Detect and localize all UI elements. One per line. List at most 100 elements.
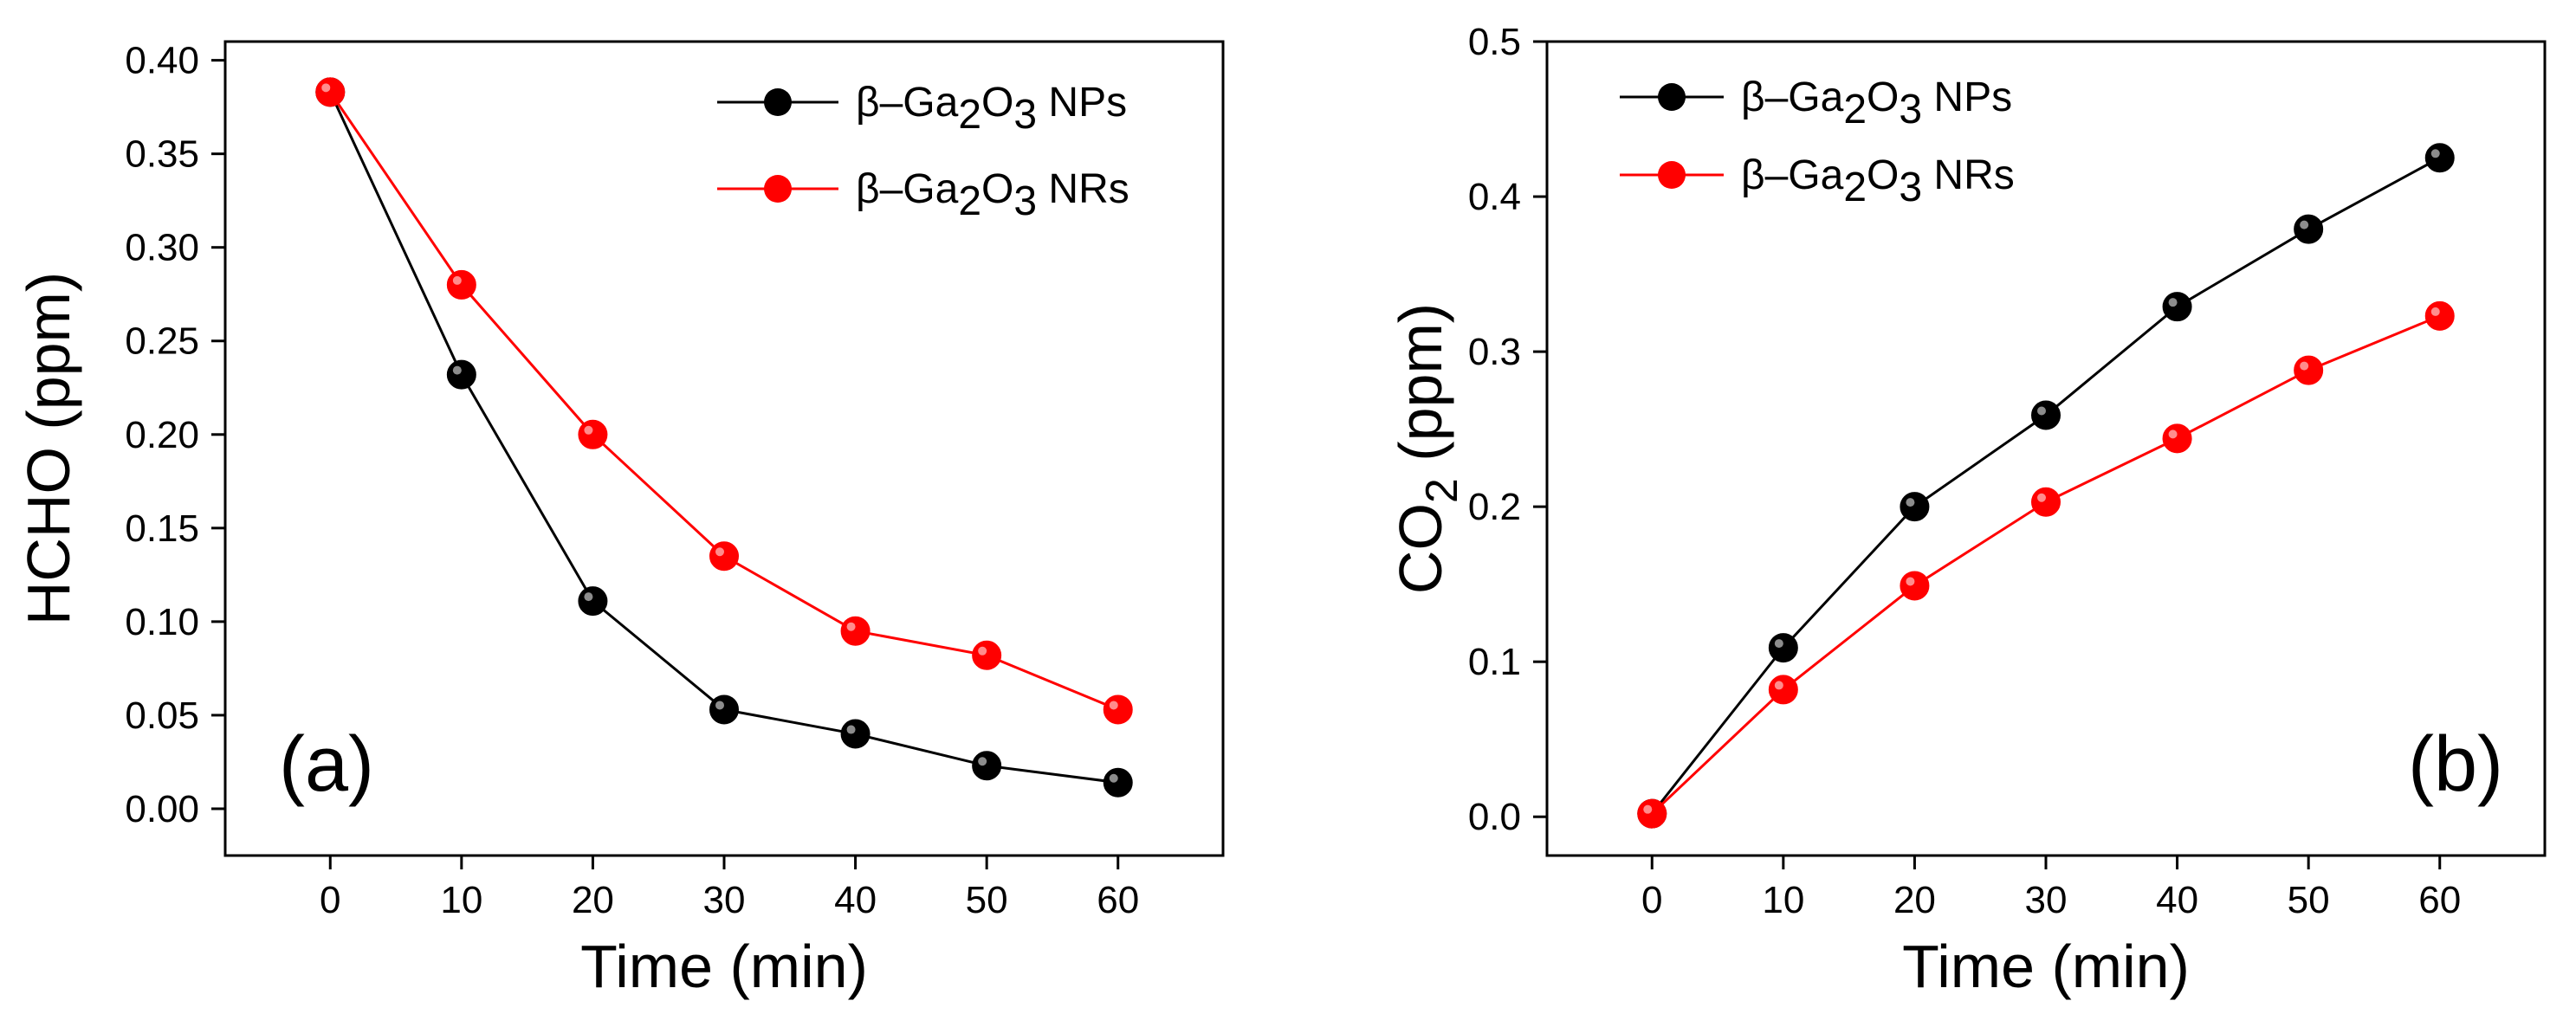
panel-a-nps-point — [578, 586, 608, 617]
legend-label-middle: O — [981, 166, 1013, 212]
panel-a-label: (a) — [279, 721, 374, 808]
panel-b-co2-chart: 0 10 20 30 40 50 60 0.0 0.1 0.2 0.3 0.4 0.5 β–Ga2O3 … — [1387, 21, 2547, 1000]
panel-b-x-axis-title: Time (min) — [1902, 933, 2190, 1000]
legend-label-subscript: 3 — [1899, 165, 1922, 210]
panel-b-nrs-point-highlight — [2168, 429, 2178, 439]
panel-b-label: (b) — [2408, 721, 2503, 808]
panel-b-y-axis-title-main: CO — [1387, 503, 1454, 594]
panel-a-nps-point-highlight — [978, 757, 987, 766]
panel-b-x-tick-label: 50 — [2288, 879, 2330, 921]
panel-a-hcho-chart: 0 10 20 30 40 50 60 0.00 0.05 0.10 0.15 0.20 0.25 0.3… — [15, 40, 1225, 1000]
panel-a-nrs-point — [972, 640, 1002, 670]
legend-label-subscript: 2 — [958, 92, 981, 138]
panel-b-nps-point-highlight — [2300, 220, 2309, 229]
panel-b-nps-point-highlight — [1906, 498, 1915, 507]
legend-label-subscript: 2 — [958, 178, 981, 224]
legend-label-prefix: β–Ga — [1741, 74, 1844, 120]
panel-a-y-tick-label: 0.20 — [125, 414, 199, 456]
panel-b-x-tick-label: 20 — [1893, 879, 1936, 921]
panel-a-nrs-point-highlight — [846, 622, 856, 631]
panel-b-y-tick-label: 0.1 — [1468, 641, 1521, 683]
legend-label-suffix: NRs — [1037, 166, 1129, 212]
panel-a-nps-point-highlight — [452, 365, 462, 375]
legend-label-suffix: NPs — [1037, 80, 1127, 126]
panel-a-y-tick-label: 0.40 — [125, 40, 199, 82]
panel-b-y-tick-label: 0.0 — [1468, 796, 1521, 838]
panel-b-nrs-point-highlight — [1906, 577, 1915, 586]
legend-label-middle: O — [981, 80, 1013, 126]
panel-a-nps-point-highlight — [846, 725, 856, 734]
panel-b-nps-point — [1768, 633, 1798, 663]
panel-b-legend-nps-marker — [1658, 83, 1686, 111]
panel-b-x-tick-label: 30 — [2025, 879, 2068, 921]
panel-b-nrs-point-highlight — [1643, 804, 1653, 814]
legend-label-middle: O — [1867, 74, 1899, 120]
panel-a-y-axis-title: HCHO (ppm) — [15, 272, 82, 625]
panel-a-y-tick-label: 0.15 — [125, 507, 199, 550]
panel-b-legend-nrs-label: β–Ga2O3 NRs — [1741, 152, 2015, 210]
panel-a-series — [315, 77, 1133, 798]
legend-label-middle: O — [1867, 152, 1899, 198]
panel-b-nps-point — [2162, 292, 2192, 322]
panel-a-x-tick-label: 60 — [1097, 879, 1139, 921]
panel-a-y-tick-label: 0.05 — [125, 694, 199, 737]
panel-b-nrs-series-line — [1651, 314, 2441, 815]
legend-label-subscript: 2 — [1843, 87, 1867, 132]
panel-a-nrs-point — [446, 269, 476, 300]
panel-b-legend-nrs-marker — [1658, 161, 1686, 189]
panel-a-y-tick-label: 0.35 — [125, 133, 199, 176]
panel-b-nrs-point — [2031, 487, 2061, 517]
panel-a-nps-point — [840, 719, 871, 749]
panel-b-y-axis-title-rest: (ppm) — [1387, 303, 1454, 478]
panel-a-nps-point — [709, 694, 739, 725]
panel-a-legend-nps-marker — [764, 88, 792, 116]
legend-label-subscript: 3 — [1899, 87, 1922, 132]
panel-a-nrs-point — [840, 616, 871, 646]
panel-a-y-tick-label: 0.10 — [125, 601, 199, 643]
panel-b-nrs-point — [2294, 355, 2324, 385]
panel-a-nrs-point-highlight — [584, 425, 593, 435]
panel-a-x-tick-label: 20 — [572, 879, 614, 921]
panel-b-y-axis-title: CO2 (ppm) — [1387, 303, 1467, 594]
panel-b-nrs-point — [2162, 423, 2192, 454]
panel-b-nrs-point — [1637, 798, 1667, 829]
panel-b-nrs-point — [2424, 300, 2455, 331]
legend-label-prefix: β–Ga — [856, 80, 959, 126]
panel-a-y-tick-label: 0.30 — [125, 227, 199, 269]
panel-b-y-tick-label: 0.5 — [1468, 21, 1521, 63]
panel-b-x-tick-label: 60 — [2418, 879, 2461, 921]
panel-a-nps-point-highlight — [715, 701, 724, 710]
legend-label-subscript: 2 — [1843, 165, 1867, 210]
panel-a-nrs-point — [315, 77, 346, 107]
panel-b-y-tick-label: 0.2 — [1468, 486, 1521, 528]
panel-a-nrs-point — [578, 419, 608, 449]
panel-b-series — [1637, 143, 2455, 829]
panel-a-x-tick-label: 40 — [834, 879, 877, 921]
panel-a-nps-point — [972, 751, 1002, 781]
panel-a-nrs-point-highlight — [715, 547, 724, 557]
panel-a-y-tick-label: 0.25 — [125, 320, 199, 363]
panel-b-nrs-point — [1768, 675, 1798, 705]
panel-b-y-tick-label: 0.3 — [1468, 331, 1521, 373]
legend-label-prefix: β–Ga — [856, 166, 959, 212]
legend-label-subscript: 3 — [1013, 178, 1037, 224]
panel-a-nrs-point-highlight — [452, 275, 462, 285]
panel-a-nps-point — [446, 359, 476, 390]
panel-b-ticks: 0 10 20 30 40 50 60 0.0 0.1 0.2 0.3 0.4 0.5 — [1468, 21, 2461, 921]
panel-b-nps-point-highlight — [2430, 149, 2440, 158]
panel-a-legend-nps-label: β–Ga2O3 NPs — [856, 80, 1127, 138]
panel-b-nps-point-highlight — [2168, 298, 2178, 307]
panel-a-legend-nrs-marker — [764, 175, 792, 203]
legend-label-prefix: β–Ga — [1741, 152, 1844, 198]
panel-a-ticks: 0 10 20 30 40 50 60 0.00 0.05 0.10 0.15 0.20 0.25 0.3… — [125, 40, 1139, 921]
legend-label-subscript: 3 — [1013, 92, 1037, 138]
panel-a-x-tick-label: 0 — [320, 879, 340, 921]
panel-b-nrs-point-highlight — [1774, 681, 1783, 690]
panel-a-y-tick-label: 0.00 — [125, 788, 199, 830]
panel-a-x-axis-title: Time (min) — [580, 933, 868, 1000]
panel-b-y-tick-label: 0.4 — [1468, 176, 1521, 218]
panel-b-nps-point-highlight — [1774, 639, 1783, 649]
panel-b-nps-series-line — [1651, 156, 2441, 815]
panel-b-y-axis-title-sub: 2 — [1417, 478, 1467, 503]
legend-label-suffix: NRs — [1922, 152, 2015, 198]
